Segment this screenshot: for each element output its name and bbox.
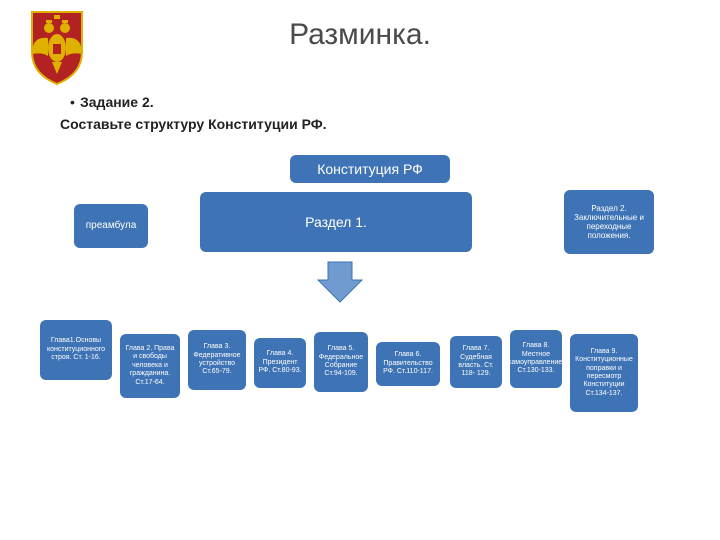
task-subtitle: Составьте структуру Конституции РФ. bbox=[60, 116, 327, 132]
chapter-box-7: Глава 7. Судебная власть. Ст. 118- 129. bbox=[450, 336, 502, 388]
chapter-box-5: Глава 5. Федеральное Собрание Ст.94-109. bbox=[314, 332, 368, 392]
chapter-box-8: Глава 8. Местное самоуправление. Ст.130-… bbox=[510, 330, 562, 388]
arrow-down-icon bbox=[316, 258, 364, 311]
node-section2: Раздел 2. Заключительные и переходные по… bbox=[564, 190, 654, 254]
chapter-box-6: Глава 6. Правительство РФ. Ст.110-117. bbox=[376, 342, 440, 386]
chapter-box-4: Глава 4. Президент РФ. Ст.80-93. bbox=[254, 338, 306, 388]
page-title: Разминка. bbox=[0, 18, 720, 52]
chapter-box-1: Глава1.Основы конституционного строя. Ст… bbox=[40, 320, 112, 380]
chapter-box-9: Глава 9. Конституционные поправки и пере… bbox=[570, 334, 638, 412]
node-section1: Раздел 1. bbox=[200, 192, 472, 252]
node-preamble: преамбула bbox=[74, 204, 148, 248]
task-block: •Задание 2. Составьте структуру Конститу… bbox=[70, 94, 327, 132]
chapter-box-3: Глава 3. Федеративное устройство Ст.65-7… bbox=[188, 330, 246, 390]
chapter-box-2: Глава 2. Права и свободы человека и граж… bbox=[120, 334, 180, 398]
node-root: Конституция РФ bbox=[290, 155, 450, 183]
chapters-row: Глава1.Основы конституционного строя. Ст… bbox=[40, 320, 700, 440]
task-label: Задание 2. bbox=[80, 94, 154, 110]
